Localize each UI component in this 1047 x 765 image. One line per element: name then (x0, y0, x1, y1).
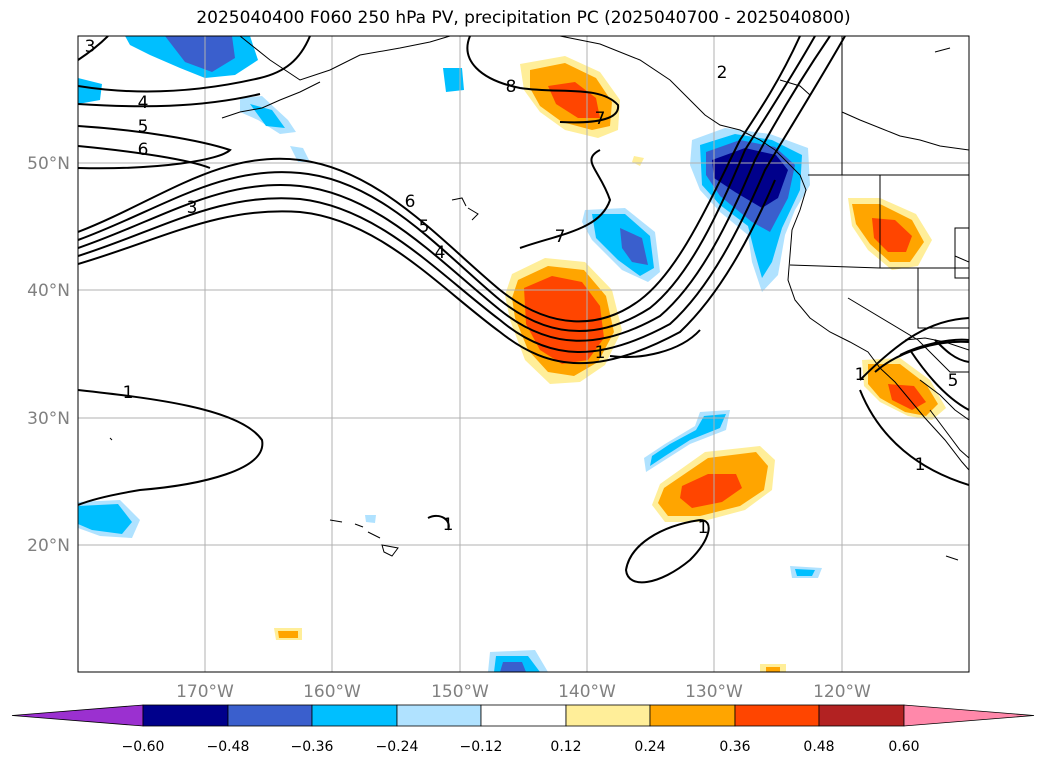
contour-label: 1 (915, 455, 926, 475)
lon-label: 160°W (303, 682, 361, 702)
contour-labels: 3 4 5 6 3 6 5 4 8 7 7 1 2 1 1 1 1 5 1 (85, 37, 959, 538)
colorbar-tick: 0.36 (719, 739, 750, 755)
contour-label: 4 (435, 243, 446, 263)
colorbar-bin (142, 704, 229, 727)
lon-label: 140°W (558, 682, 616, 702)
contour-label: 1 (443, 515, 454, 535)
contour-label: 5 (138, 117, 149, 137)
longitude-labels: 170°W 160°W 150°W 140°W 130°W 120°W (176, 682, 871, 702)
contour-label: 1 (123, 383, 134, 403)
lon-label: 150°W (431, 682, 489, 702)
lat-label: 40°N (27, 281, 70, 301)
colorbar-tick: −0.12 (460, 739, 503, 755)
colorbar-bin (818, 704, 905, 727)
contour-label: 3 (187, 198, 198, 218)
colorbar-tick: 0.12 (550, 739, 581, 755)
contour-label: 2 (717, 63, 728, 83)
contour-label: 1 (855, 365, 866, 385)
colorbar-tick: 0.48 (803, 739, 834, 755)
colorbar-tick: −0.36 (291, 739, 334, 755)
contour-label: 1 (698, 518, 709, 538)
contour-label: 5 (419, 217, 430, 237)
colorbar-tick: −0.60 (122, 739, 165, 755)
contour-label: 4 (138, 93, 149, 113)
precip-shading (78, 36, 946, 672)
contour-label: 7 (555, 227, 566, 247)
colorbar-tick: −0.24 (376, 739, 419, 755)
colorbar (11, 704, 1035, 727)
lon-label: 170°W (176, 682, 234, 702)
lon-label: 130°W (685, 682, 743, 702)
colorbar-bin (311, 704, 398, 727)
colorbar-bin (227, 704, 313, 727)
contour-label: 1 (595, 343, 606, 363)
colorbar-bin (396, 704, 482, 727)
colorbar-extend-high (903, 704, 1035, 727)
colorbar-extend-low (11, 704, 144, 727)
contour-label: 5 (948, 371, 959, 391)
contour-label: 8 (506, 77, 517, 97)
map-frame (77, 35, 970, 673)
colorbar-tick: 0.24 (634, 739, 665, 755)
map-title: 2025040400 F060 250 hPa PV, precipitatio… (196, 8, 851, 28)
colorbar-tick-labels: −0.60 −0.48 −0.36 −0.24 −0.12 0.12 0.24 … (122, 739, 920, 755)
colorbar-bin (565, 704, 651, 727)
lat-label: 50°N (27, 154, 70, 174)
colorbar-bin (649, 704, 736, 727)
graticule (78, 36, 969, 672)
pv-contours (78, 36, 969, 584)
lat-label: 30°N (27, 409, 70, 429)
colorbar-tick: 0.60 (888, 739, 919, 755)
lon-label: 120°W (813, 682, 871, 702)
colorbar-bin (480, 704, 567, 727)
contour-label: 6 (138, 140, 149, 160)
contour-label: 3 (85, 37, 96, 57)
lat-label: 20°N (27, 536, 70, 556)
contour-label: 7 (595, 109, 606, 129)
latitude-labels: 50°N 40°N 30°N 20°N (27, 154, 70, 556)
map-area (78, 36, 969, 672)
contour-label: 6 (405, 192, 416, 212)
colorbar-bin (734, 704, 820, 727)
colorbar-tick: −0.48 (207, 739, 250, 755)
